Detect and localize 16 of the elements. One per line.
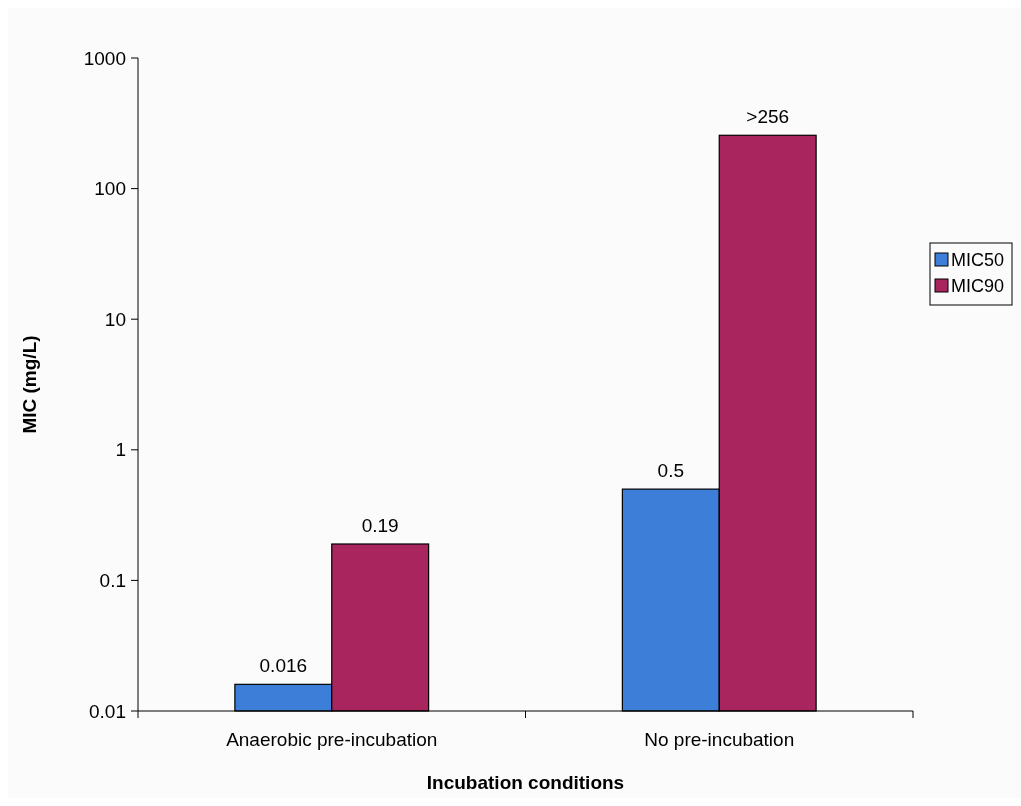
y-tick-label: 100	[94, 178, 126, 200]
y-tick-label: 0.01	[89, 700, 126, 722]
data-label: 0.5	[657, 460, 685, 482]
x-tick-label: Anaerobic pre-incubation	[226, 729, 438, 750]
data-label: 0.19	[361, 514, 399, 536]
data-label: 0.016	[259, 655, 308, 677]
y-axis-title: MIC (mg/L)	[19, 335, 40, 434]
y-tick-label: 1000	[83, 47, 126, 69]
data-label: >256	[746, 106, 790, 128]
y-tick-label: 1	[115, 439, 126, 461]
x-axis-title: Incubation conditions	[426, 772, 625, 793]
x-tick-label: No pre-incubation	[644, 729, 795, 750]
legend-label: MIC50	[951, 250, 1005, 271]
y-tick-label: 10	[104, 308, 126, 330]
legend-label: MIC90	[951, 276, 1005, 297]
y-tick-label: 0.1	[99, 570, 126, 592]
